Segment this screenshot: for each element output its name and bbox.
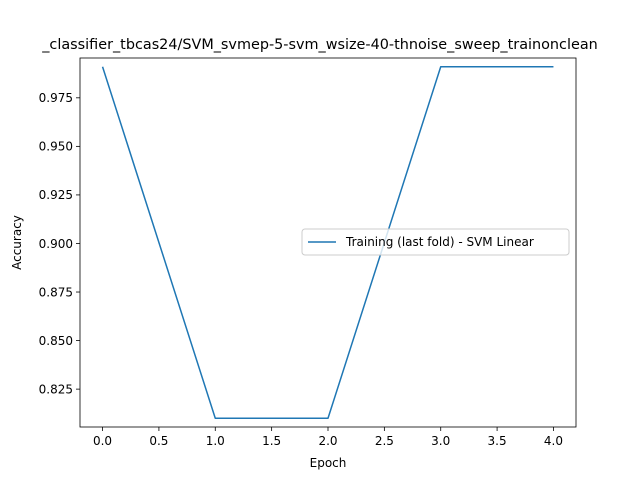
legend-frame [301, 228, 570, 256]
y-tick-label: 0.825 [39, 382, 73, 396]
legend: Training (last fold) - SVM Linear [301, 228, 570, 256]
series-layer [101, 65, 554, 420]
x-axis-ticks: 0.0 0.5 1.0 1.5 2.0 2.5 3.0 3.5 4.0 [93, 427, 563, 448]
x-tick-label: 0.0 [93, 434, 112, 448]
chart-title: _classifier_tbcas24/SVM_svmep-5-svm_wsiz… [41, 37, 598, 53]
x-tick-label: 2.5 [375, 434, 394, 448]
y-axis-ticks: 0.825 0.850 0.875 0.900 0.925 0.950 0.975 [39, 91, 80, 396]
y-tick-label: 0.875 [39, 285, 73, 299]
x-tick-label: 1.0 [206, 434, 225, 448]
x-tick-label: 3.0 [431, 434, 450, 448]
y-tick-label: 0.900 [39, 237, 73, 251]
y-axis-label: Accuracy [10, 215, 24, 270]
x-tick-label: 2.0 [318, 434, 337, 448]
x-axis-label: Epoch [310, 456, 347, 470]
x-tick-label: 3.5 [488, 434, 507, 448]
x-tick-label: 0.5 [149, 434, 168, 448]
x-tick-label: 1.5 [262, 434, 281, 448]
legend-entry-label: Training (last fold) - SVM Linear [345, 235, 534, 249]
x-tick-label: 4.0 [544, 434, 563, 448]
y-tick-label: 0.850 [39, 334, 73, 348]
y-tick-label: 0.925 [39, 188, 73, 202]
y-tick-label: 0.975 [39, 91, 73, 105]
y-tick-label: 0.950 [39, 140, 73, 154]
